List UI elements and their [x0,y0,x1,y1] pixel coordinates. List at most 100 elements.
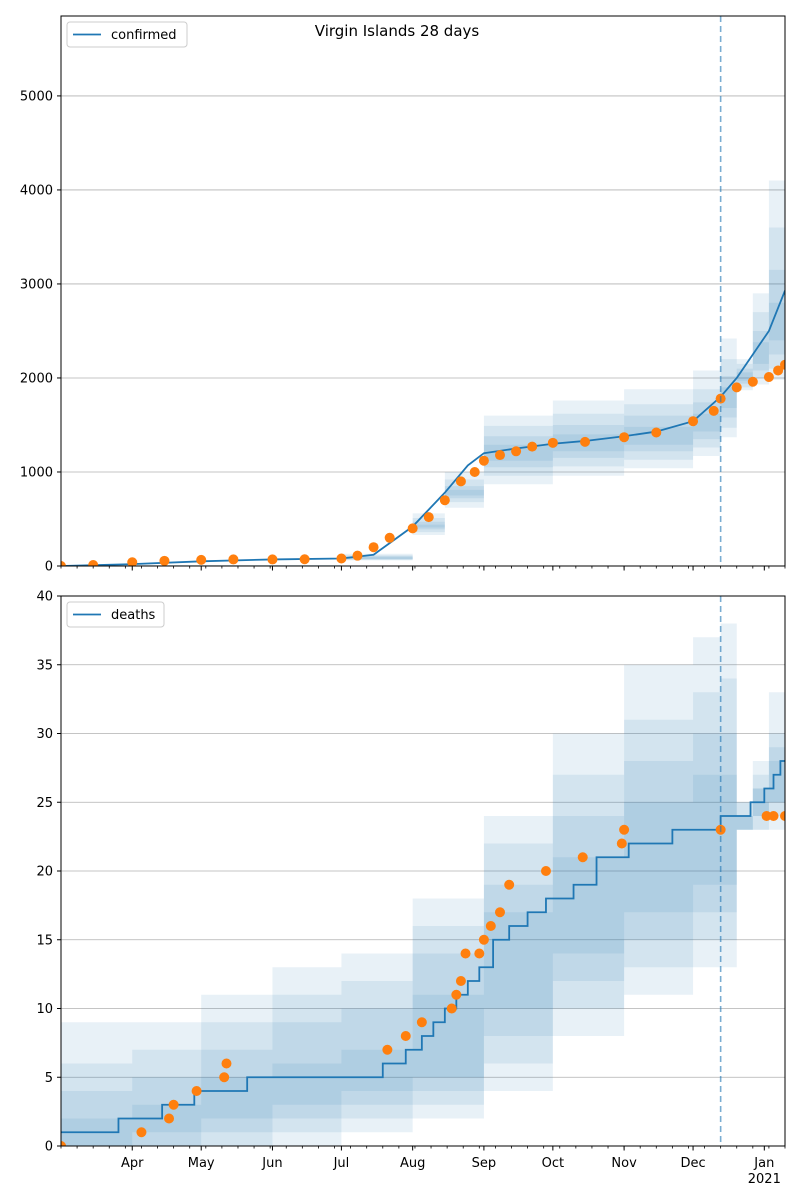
observed-point [580,436,591,447]
observed-point [731,382,742,393]
x-tick-label: Jun [261,1156,282,1171]
plot-area [61,16,785,566]
observed-point [763,372,774,383]
observed-point [455,976,466,986]
observed-point [196,554,207,565]
observed-point [127,557,138,566]
legend: deaths [66,601,165,628]
observed-point [485,921,496,931]
plot-area [61,596,785,1146]
observed-point [773,365,784,376]
observed-point [478,455,489,466]
observed-point [61,1141,66,1146]
observed-point [511,446,522,457]
y-tick-label: 35 [36,658,53,673]
y-tick-label: 0 [45,560,53,575]
observed-point [616,838,627,849]
chart-title: Virgin Islands 28 days [315,22,480,40]
observed-point [619,432,630,443]
uncertainty-band [61,596,785,1146]
y-tick-label: 1000 [20,465,53,480]
observed-point [219,1072,230,1083]
observed-point [191,1086,202,1096]
observed-point [455,476,466,487]
uncertainty-band [61,16,785,566]
uncertainty-band [61,91,785,566]
observed-point [688,416,699,427]
uncertainty-band [61,719,785,1146]
deaths-panel: 0 5 10 15 20 25 30 35 40 Apr May Jun Jul Aug Sep Oct Nov… [36,590,786,1187]
x-tick-label: Aug [400,1156,425,1171]
observed-point [747,376,758,387]
observed-point [540,866,551,876]
y-tick-label: 5 [45,1071,53,1086]
observed-point [446,1003,457,1014]
x-tick-label: Dec [680,1156,705,1171]
observed-point [547,437,558,448]
observed-point [382,1044,393,1055]
x-tick-label: 2021 [748,1172,781,1187]
observed-point [504,879,515,890]
y-tick-label: 10 [36,1002,53,1017]
legend-box [66,21,188,48]
uncertainty-band [61,692,785,1146]
observed-point [478,934,489,945]
uncertainty-band [61,171,785,566]
observed-point [164,1113,175,1124]
observed-point [136,1127,147,1138]
x-tick-label: May [188,1156,215,1171]
x-tick-label: Jul [333,1156,350,1171]
observed-point [494,450,505,461]
observed-point [400,1031,411,1041]
axes-frame [60,15,786,567]
observed-point [708,405,719,416]
x-tick-label: Oct [542,1156,564,1171]
observed-point [299,554,310,565]
observed-series [61,811,785,1146]
x-tick-label: Sep [472,1156,497,1171]
legend-box [66,601,165,628]
observed-point [780,359,785,370]
observed-point [439,495,450,506]
observed-point [527,441,538,452]
confirmed-panel: 0 1000 2000 3000 4000 5000 Virgin Islands 28 d… [20,15,786,575]
y-tick-label: 2000 [20,371,53,386]
y-tick-label: 30 [36,727,53,742]
observed-point [469,466,480,477]
legend-label: confirmed [111,28,177,43]
observed-point [267,554,278,565]
y-tick-label: 40 [36,590,53,605]
y-tick-label: 3000 [20,277,53,292]
y-tick-label: 0 [45,1140,53,1155]
legend-label: deaths [111,608,156,623]
observed-point [159,555,170,566]
observed-point [460,948,471,959]
y-gridlines [61,95,785,567]
observed-point [228,554,239,565]
y-tick-label: 5000 [20,89,53,104]
x-tick-label: Jan [753,1156,774,1171]
observed-point [407,523,418,534]
observed-point [352,550,363,561]
y-tick-label: 4000 [20,183,53,198]
observed-point [221,1058,232,1069]
observed-point [474,948,485,959]
observed-point [619,824,630,835]
observed-point [577,852,588,863]
observed-point [761,811,772,821]
observed-point [451,989,462,1000]
observed-point [61,561,66,566]
observed-point [423,512,434,523]
legend: confirmed [66,21,188,48]
y-tick-label: 15 [36,933,53,948]
x-tick-label: Apr [121,1156,144,1171]
observed-point [780,811,785,821]
observed-point [368,542,379,553]
observed-point [336,553,347,564]
x-tick-label: Nov [611,1156,637,1171]
observed-point [168,1099,179,1110]
observed-point [88,560,99,566]
uncertainty-band [61,651,785,1146]
model-median-line [61,760,785,1134]
